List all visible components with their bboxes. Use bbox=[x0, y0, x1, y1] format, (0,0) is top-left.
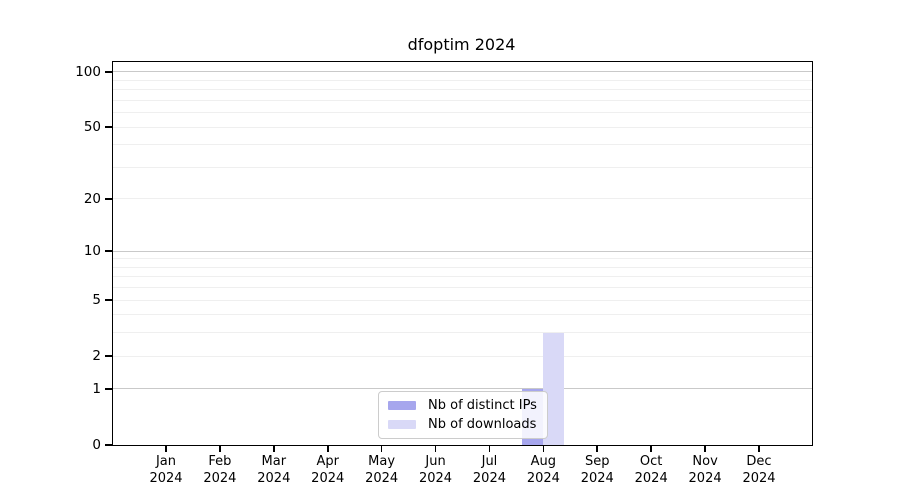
gridline-minor bbox=[113, 355, 812, 357]
y-tick-label: 10 bbox=[83, 243, 101, 260]
legend-swatch-nb-of-distinct-ips bbox=[388, 401, 416, 410]
gridline-minor bbox=[113, 198, 812, 200]
gridline-minor bbox=[113, 314, 812, 316]
plot-area: 0 1 2 5 10 20 50 100 Jan 2024 Feb 2024 Mar 2024 Apr… bbox=[75, 61, 813, 486]
x-tick-mark bbox=[488, 445, 491, 452]
y-tick-mark bbox=[105, 355, 112, 357]
y-tick-label: 5 bbox=[92, 292, 101, 309]
x-tick-label: Oct 2024 bbox=[634, 454, 668, 486]
x-tick-mark bbox=[219, 445, 221, 452]
y-tick-mark bbox=[105, 444, 112, 446]
x-tick-label: May 2024 bbox=[365, 454, 399, 486]
gridline-minor bbox=[113, 276, 812, 278]
y-tick-label: 2 bbox=[92, 348, 101, 365]
x-tick-label: Feb 2024 bbox=[203, 454, 237, 486]
gridline-minor bbox=[113, 287, 812, 289]
x-tick-label: Mar 2024 bbox=[257, 454, 291, 486]
y-tick-mark bbox=[105, 198, 112, 200]
x-tick-mark bbox=[165, 445, 167, 452]
legend-swatch-nb-of-downloads bbox=[388, 420, 416, 429]
x-tick-mark bbox=[326, 445, 329, 452]
x-tick-label: Apr 2024 bbox=[311, 454, 345, 486]
x-tick-mark bbox=[704, 445, 706, 452]
x-tick-label: Aug 2024 bbox=[526, 454, 560, 486]
y-tick-mark bbox=[105, 126, 112, 128]
gridline-major bbox=[113, 388, 812, 390]
x-tick-mark bbox=[273, 445, 275, 452]
gridline-major bbox=[113, 71, 812, 73]
gridline-minor bbox=[113, 266, 812, 268]
x-tick-label: Jun 2024 bbox=[418, 454, 453, 486]
legend-label: Nb of distinct IPs bbox=[428, 398, 537, 413]
y-tick-label: 20 bbox=[83, 190, 101, 207]
x-tick-label: Sep 2024 bbox=[580, 454, 614, 486]
gridline-minor bbox=[113, 166, 812, 168]
bar-nb-of-downloads bbox=[543, 332, 565, 445]
y-tick-mark bbox=[105, 299, 112, 301]
x-tick-label: Jan 2024 bbox=[149, 454, 183, 486]
legend-label: Nb of downloads bbox=[428, 417, 537, 432]
x-tick-mark bbox=[434, 445, 437, 452]
y-tick-label: 1 bbox=[92, 380, 101, 397]
x-tick-mark bbox=[650, 445, 652, 452]
x-tick-mark bbox=[758, 445, 760, 452]
y-tick-label: 0 bbox=[92, 437, 101, 453]
x-tick-label: Dec 2024 bbox=[742, 454, 776, 486]
gridline-minor bbox=[113, 144, 812, 146]
legend-row: Nb of distinct IPs bbox=[388, 397, 537, 414]
gridline-minor bbox=[113, 332, 812, 334]
gridline-minor bbox=[113, 99, 812, 101]
y-tick-mark bbox=[105, 70, 112, 73]
y-tick-label: 100 bbox=[75, 63, 101, 80]
legend-row: Nb of downloads bbox=[388, 416, 537, 433]
gridline-minor bbox=[113, 89, 812, 91]
x-tick-mark bbox=[542, 445, 545, 452]
gridline-major bbox=[113, 250, 812, 252]
x-tick-mark bbox=[380, 445, 383, 452]
gridline-minor bbox=[113, 299, 812, 301]
y-tick-mark bbox=[105, 388, 112, 390]
y-tick-label: 50 bbox=[83, 119, 101, 136]
x-tick-label: Jul 2024 bbox=[472, 454, 506, 486]
chart-title: dfoptim 2024 bbox=[407, 35, 516, 54]
y-tick-mark bbox=[105, 250, 112, 252]
gridline-minor bbox=[113, 258, 812, 260]
gridline-minor bbox=[113, 126, 812, 128]
x-tick-mark bbox=[596, 445, 599, 452]
gridline-minor bbox=[113, 79, 812, 81]
legend: Nb of distinct IPs Nb of downloads bbox=[378, 391, 548, 439]
gridline-minor bbox=[113, 112, 812, 114]
x-tick-label: Nov 2024 bbox=[688, 454, 722, 486]
